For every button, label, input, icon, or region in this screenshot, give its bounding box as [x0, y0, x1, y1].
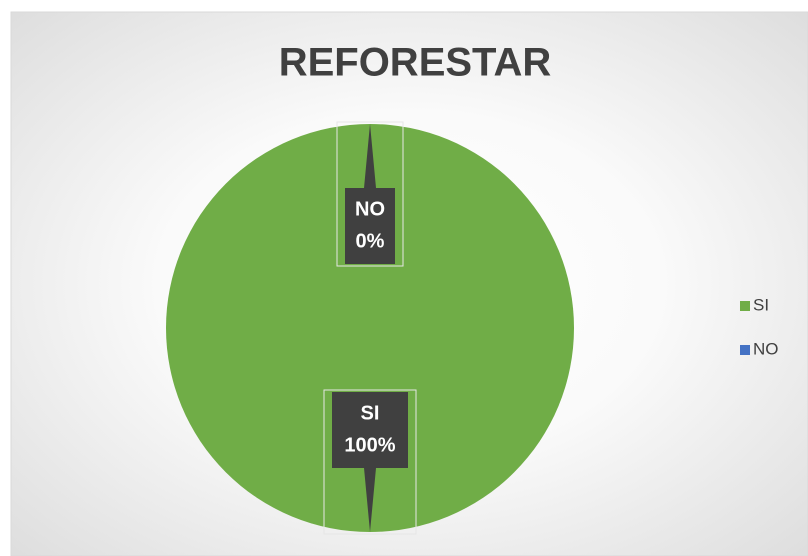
label-frame: [336, 121, 404, 267]
label-value: 100%: [344, 434, 395, 456]
label-category: SI: [361, 402, 380, 424]
legend-label: SI: [753, 295, 769, 314]
label-value: 0%: [356, 230, 385, 252]
data-label: NO 0%: [336, 121, 404, 267]
legend-swatch: [740, 345, 750, 355]
label-category: NO: [355, 198, 385, 220]
chart-title: REFORESTAR: [279, 41, 552, 85]
label-box: [345, 188, 395, 264]
label-pointer: [364, 468, 376, 532]
legend-swatch: [740, 301, 750, 311]
label-box: [332, 392, 408, 468]
data-label: SI 100%: [323, 389, 417, 535]
legend-label: NO: [753, 339, 779, 358]
label-pointer: [364, 124, 376, 188]
pie-slice: [166, 124, 574, 532]
label-frame: [323, 389, 417, 535]
